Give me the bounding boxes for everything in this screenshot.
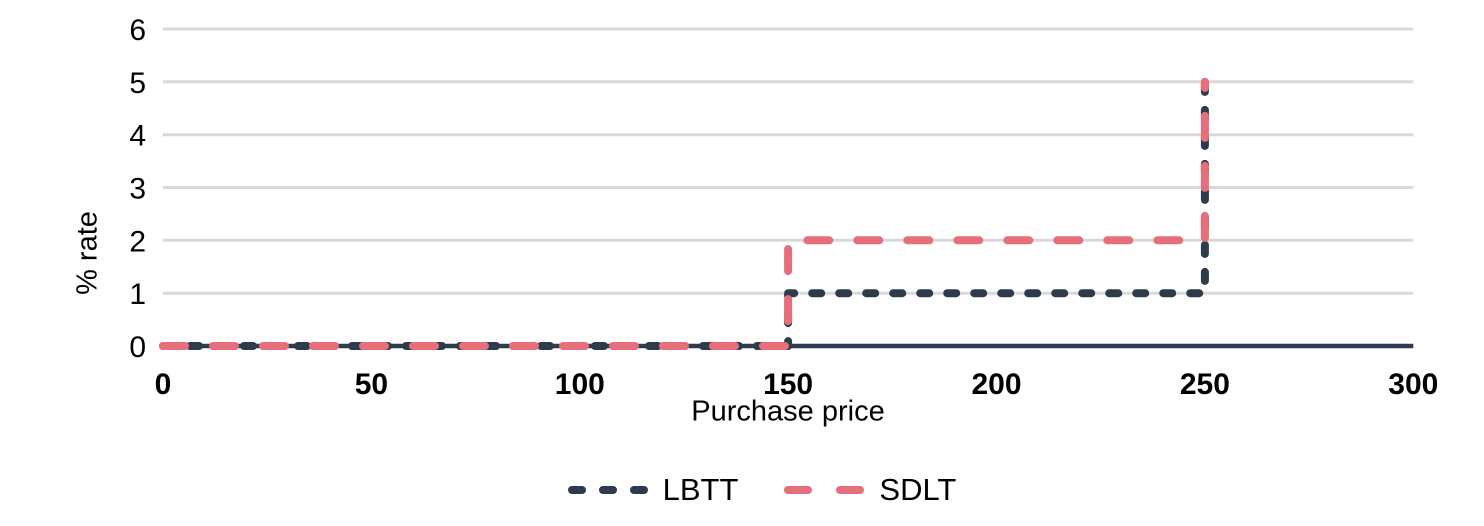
- x-tick-label: 100: [555, 368, 605, 401]
- x-tick-label: 250: [1180, 368, 1230, 401]
- y-tick-label: 5: [129, 67, 146, 100]
- legend-item-sdlt: SDLT: [784, 473, 956, 507]
- y-tick-label: 1: [129, 278, 146, 311]
- y-axis-title: % rate: [71, 211, 104, 295]
- legend-item-lbtt: LBTT: [567, 472, 739, 507]
- lbtt-legend-swatch-icon: [567, 486, 652, 494]
- x-tick-label: 300: [1388, 368, 1438, 401]
- series-line-lbtt: [159, 77, 1209, 350]
- y-tick-label: 3: [129, 173, 146, 206]
- legend-label-sdlt: SDLT: [879, 472, 957, 507]
- legend: LBTT SDLT: [20, 473, 1484, 507]
- series-line-sdlt: [159, 77, 1209, 350]
- y-tick-label: 4: [129, 120, 146, 153]
- x-axis-title: Purchase price: [691, 395, 885, 428]
- y-tick-label: 0: [129, 331, 146, 364]
- x-tick-label: 0: [155, 368, 172, 401]
- y-tick-label: 2: [129, 225, 146, 258]
- x-tick-label: 200: [971, 368, 1021, 401]
- y-tick-label: 6: [129, 14, 146, 47]
- x-tick-label: 150: [763, 368, 813, 401]
- x-tick-label: 50: [355, 368, 388, 401]
- sdlt-legend-swatch-icon: [784, 486, 869, 494]
- legend-label-lbtt: LBTT: [662, 472, 739, 507]
